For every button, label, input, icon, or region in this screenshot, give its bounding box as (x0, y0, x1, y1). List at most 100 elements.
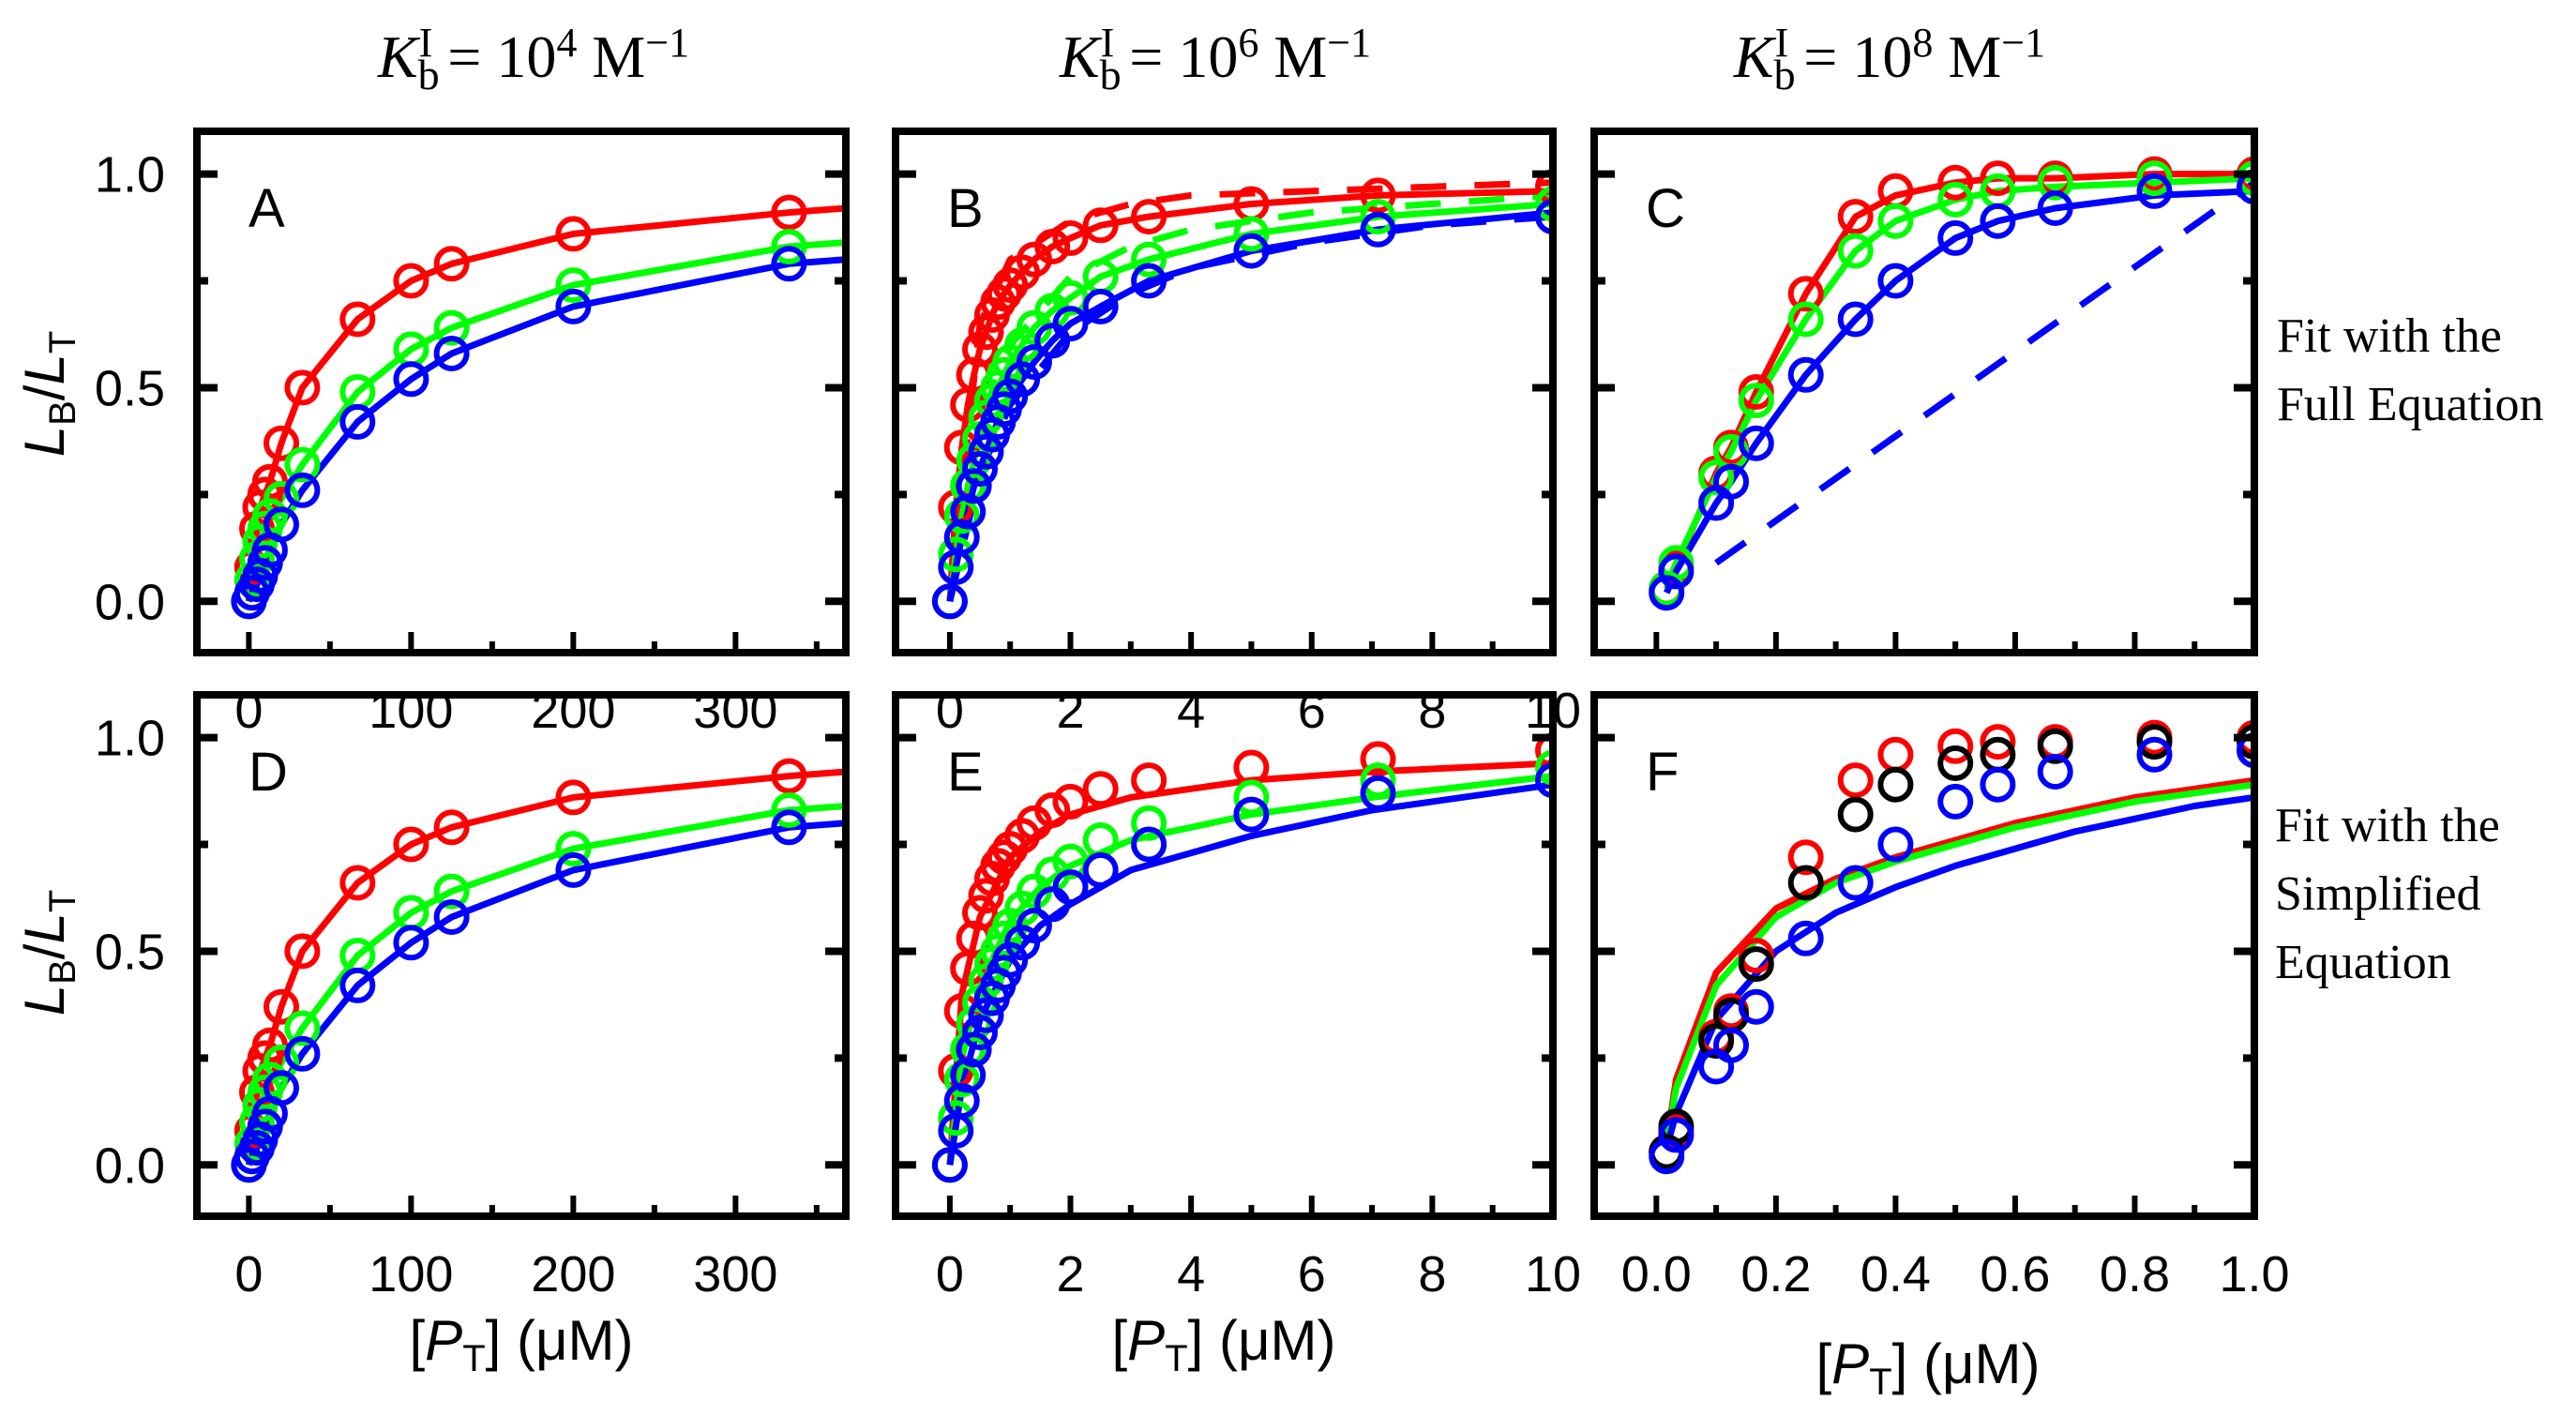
y-axis-label-bottom: LB/LT (13, 890, 83, 1016)
x-axis-label-1: [PT] (μM) (410, 1309, 634, 1379)
fit-line-green-solid (245, 239, 846, 602)
x-tick-label: 300 (693, 1246, 777, 1302)
panel-F: 0.0 0.2 0.4 0.6 0.8 1.0 F (1590, 691, 2290, 1302)
data-point-blue (962, 1015, 998, 1050)
data-point-blue (950, 493, 987, 530)
data-point-blue (1713, 1027, 1749, 1063)
data-point-blue (2136, 736, 2173, 773)
x-tick-label: 0.8 (2100, 1246, 2170, 1302)
row-note-full-line-1: Fit with the (2277, 309, 2502, 363)
data-point-blue (1131, 826, 1167, 863)
data-point-green (1787, 301, 1824, 338)
data-point-blue (1649, 1138, 1685, 1175)
data-point-red (962, 331, 998, 368)
data-point-red (1535, 732, 1553, 769)
data-point-green (264, 1044, 299, 1080)
data-point-green (1535, 186, 1553, 222)
axes-frame (193, 691, 850, 1220)
data-point-blue (284, 472, 321, 508)
data-point-green (1131, 241, 1167, 278)
panel-C: C (1590, 128, 2258, 656)
data-point-red (555, 216, 592, 252)
data-point-blue (339, 403, 376, 440)
data-point-blue (950, 1057, 987, 1093)
data-point-black (1877, 766, 1914, 803)
data-point-green (433, 309, 470, 346)
panel-D: 0.0 0.5 1.0 0 100 200 300 D (95, 691, 850, 1302)
data-point-blue (1360, 211, 1396, 248)
data-point-blue (968, 997, 1004, 1033)
y-tick-label: 0.5 (95, 360, 165, 416)
data-point-blue (771, 246, 807, 282)
panel-letter: B (947, 178, 984, 239)
x-tick-label: 1.0 (2219, 1246, 2289, 1302)
data-point-blue (1016, 908, 1052, 944)
data-point-red (1837, 199, 1874, 235)
fit-line-blue-solid (946, 781, 1553, 1166)
data-point-red (1034, 229, 1071, 264)
plot-area (1649, 719, 2254, 1175)
fit-line-blue-dashed (1714, 179, 2254, 566)
x-tick-label: 0.6 (1980, 1246, 2050, 1302)
data-point-green (2136, 160, 2173, 197)
y-tick-label: 1.0 (95, 147, 165, 203)
data-point-green (2037, 164, 2073, 201)
data-point-red (968, 878, 1004, 914)
data-point-blue (1233, 233, 1270, 269)
data-point-black (2136, 724, 2173, 760)
data-point-blue (1535, 762, 1553, 799)
data-point-red (393, 263, 429, 299)
data-point-blue (1937, 219, 1974, 256)
data-point-blue (1877, 826, 1914, 863)
y-axis-label-top: LB/LT (13, 331, 83, 458)
data-point-blue (1658, 1117, 1695, 1153)
axes-frame (1590, 691, 2258, 1220)
fit-line-green-dashed (946, 191, 1553, 602)
column-title-3: KbI = 108 M−1 (1733, 20, 2045, 98)
fit-line-blue-solid (1663, 793, 2254, 1150)
data-point-blue (555, 851, 592, 888)
row-note-simplified-line-2: Simplified (2275, 867, 2481, 921)
x-tick-label: 0.0 (1621, 1246, 1692, 1302)
data-point-blue (1837, 865, 1874, 901)
row-note-simplified-line-3: Equation (2275, 936, 2451, 989)
data-point-blue (1131, 263, 1167, 299)
y-tick-label: 0.0 (95, 1137, 165, 1194)
x-tick-label: 2 (1056, 1246, 1084, 1302)
plot-area (931, 732, 1553, 1183)
data-point-blue (1787, 920, 1824, 956)
data-point-red (433, 809, 470, 846)
data-point-red (1034, 792, 1071, 828)
data-point-red (264, 988, 299, 1025)
data-point-green (1877, 203, 1914, 239)
panel-letter: E (947, 742, 984, 803)
plot-area (931, 169, 1553, 620)
plot-area (231, 194, 846, 620)
data-point-black (2037, 728, 2073, 764)
data-point-blue (393, 925, 429, 961)
data-point-green (938, 1100, 974, 1137)
data-point-red (1937, 164, 1974, 201)
data-point-red (1535, 169, 1553, 205)
data-point-red (968, 314, 1004, 351)
data-point-black (1738, 946, 1774, 983)
data-point-red (555, 779, 592, 816)
fit-line-blue-solid (246, 256, 846, 603)
data-point-blue (284, 1035, 321, 1072)
data-point-red (1877, 736, 1914, 773)
data-point-blue (956, 468, 992, 504)
data-point-red (962, 895, 998, 931)
data-point-blue (339, 967, 376, 1003)
data-point-green (1360, 199, 1396, 235)
row-note-full-line-2: Full Equation (2277, 378, 2544, 431)
data-point-red (339, 865, 376, 901)
data-point-blue (1980, 203, 2016, 239)
y-tick-label: 0.5 (95, 924, 165, 980)
x-tick-label: 200 (531, 1246, 615, 1302)
x-tick-label: 4 (1177, 1246, 1205, 1302)
data-point-red (1131, 762, 1167, 799)
data-point-green (264, 480, 299, 517)
panels: 0.0 0.5 1.0 0 100 200 300 A 0 2 4 6 8 10B C 0.0 0.5 1.0 0 1… (95, 128, 2290, 1302)
data-point-red (771, 758, 807, 794)
data-point-black (1787, 865, 1824, 901)
